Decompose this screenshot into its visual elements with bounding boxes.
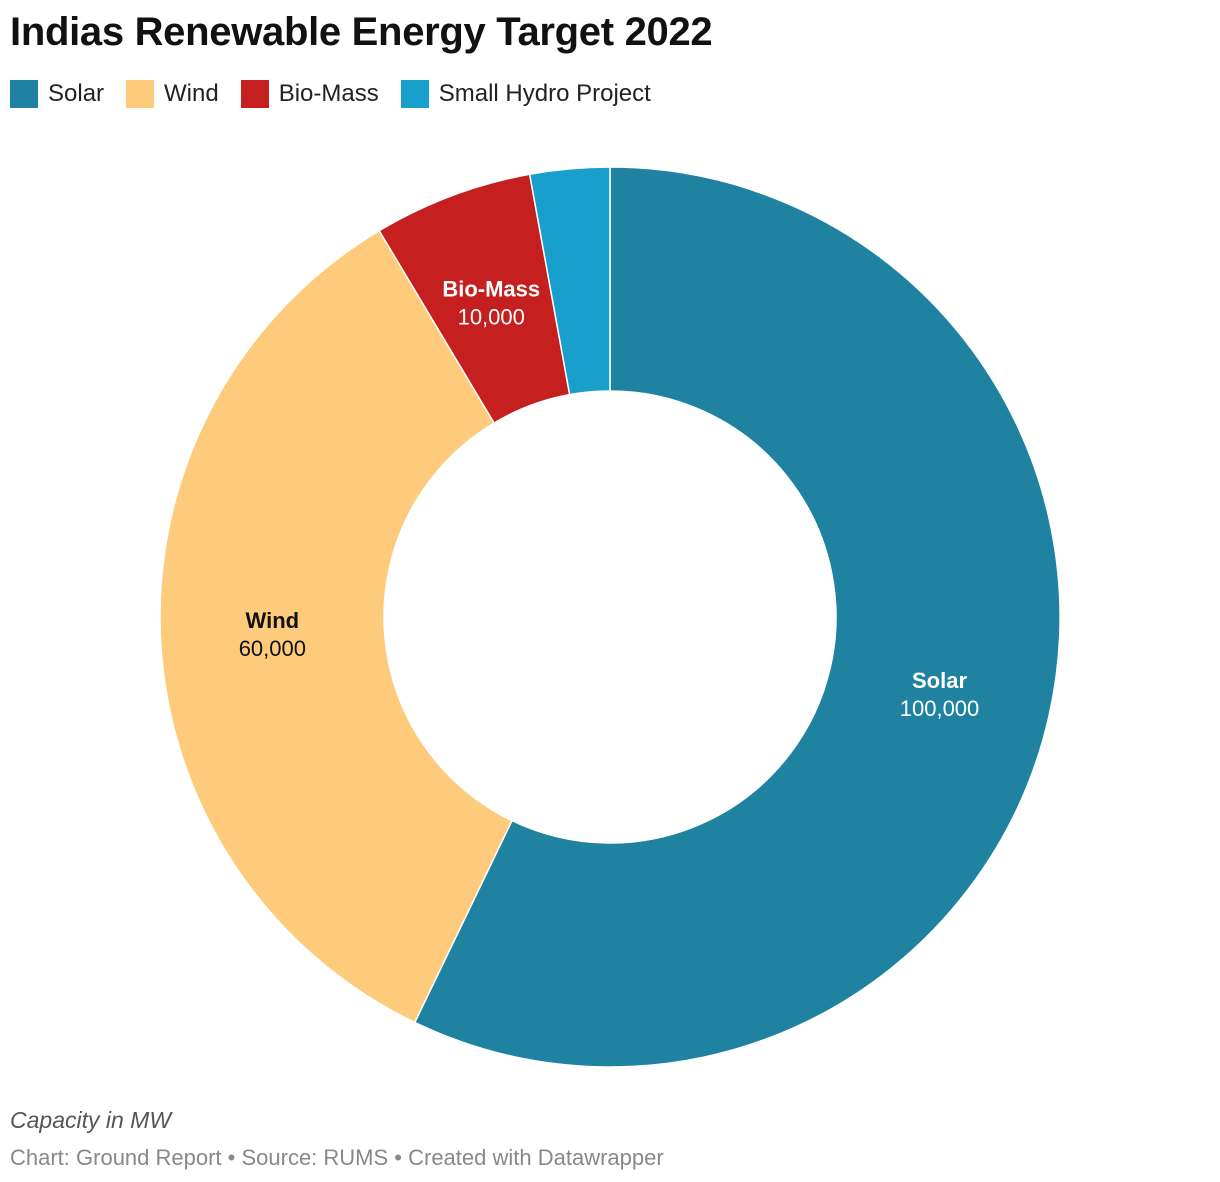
slice-label-value-solar: 100,000 [900, 696, 980, 721]
chart-title: Indias Renewable Energy Target 2022 [10, 10, 713, 54]
legend-label-small-hydro: Small Hydro Project [438, 80, 651, 107]
legend-item-wind: Wind [126, 80, 219, 108]
slice-wind [159, 229, 513, 1024]
legend-label-bio-mass: Bio-Mass [278, 80, 379, 107]
slice-label-name-wind: Wind [246, 608, 300, 633]
legend-swatch-wind [126, 80, 155, 108]
legend-swatch-solar [10, 80, 38, 108]
slice-small-hydro-project [528, 166, 611, 396]
donut-slices [159, 166, 1061, 1068]
donut-labels: Solar 100,000 Wind 60,000 Bio-Mass 10,000 [239, 277, 980, 722]
legend-swatch-bio-mass [240, 80, 269, 108]
slice-label-value-bio-mass: 10,000 [458, 305, 525, 330]
chart-legend: Solar Wind Bio-Mass Small Hydro Project [10, 80, 673, 108]
slice-label-value-wind: 60,000 [239, 636, 306, 661]
legend-item-solar: Solar [10, 80, 104, 108]
legend-label-solar: Solar [48, 80, 105, 107]
legend-label-wind: Wind [164, 80, 219, 107]
slice-label-name-solar: Solar [912, 668, 967, 693]
chart-notes: Capacity in MW [10, 1107, 172, 1133]
chart-footer: Chart: Ground Report • Source: RUMS • Cr… [10, 1145, 664, 1170]
legend-swatch-small-hydro [400, 80, 429, 108]
legend-item-bio-mass: Bio-Mass [240, 80, 379, 108]
legend-item-small-hydro: Small Hydro Project [400, 80, 651, 108]
slice-label-name-bio-mass: Bio-Mass [442, 277, 540, 302]
slice-solar [413, 166, 1061, 1068]
